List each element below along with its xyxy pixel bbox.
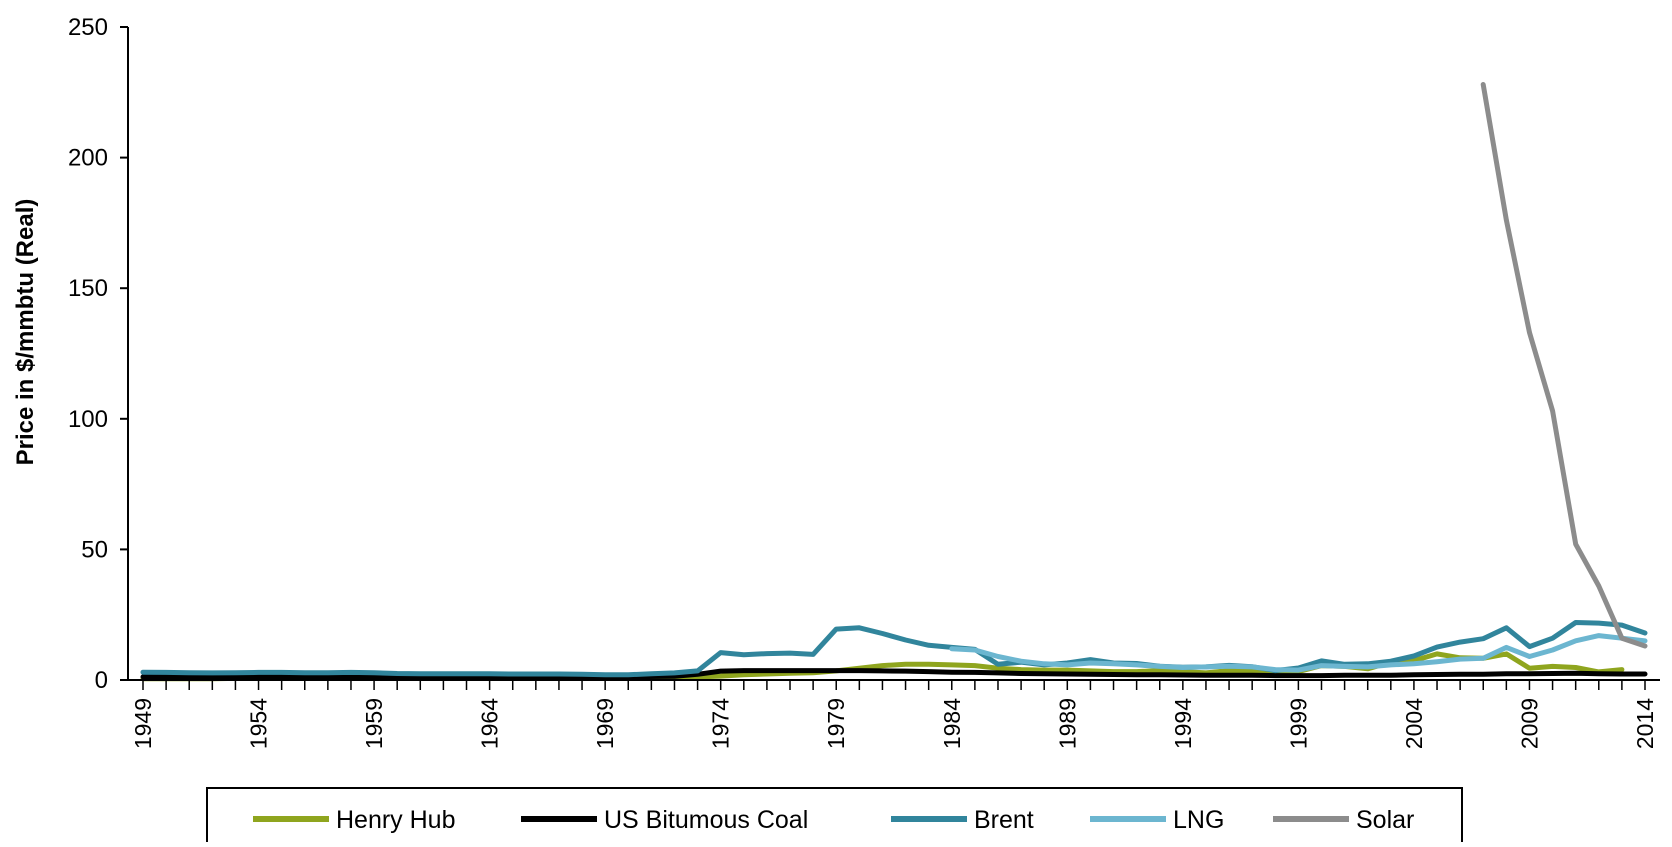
- y-tick-label: 150: [68, 275, 108, 302]
- x-tick-label: 1954: [246, 698, 272, 749]
- y-tick-label: 100: [68, 406, 108, 433]
- series-line-us-bitumous-coal: [140, 668, 1648, 680]
- series-line-brent: [140, 620, 1648, 678]
- x-tick-label: 1999: [1285, 698, 1311, 749]
- y-axis-title: Price in $/mmbtu (Real): [12, 199, 39, 466]
- legend: Henry Hub US Bitumous Coal Brent LNG Solar: [206, 787, 1463, 847]
- y-tick-label: 200: [68, 145, 108, 172]
- series-line-solar: [1480, 82, 1648, 649]
- y-ticks: 0 50 100 150 200 250: [68, 14, 128, 694]
- x-tick-label: 1959: [361, 698, 387, 749]
- x-tick-label: 1949: [130, 698, 156, 749]
- legend-box: [206, 787, 1463, 847]
- axes: [127, 27, 1660, 681]
- x-tick-label: 2004: [1401, 698, 1427, 749]
- legend-label-solar: Solar: [1356, 806, 1414, 834]
- legend-label-us-bitumous-coal: US Bitumous Coal: [604, 806, 808, 834]
- legend-items: Henry Hub US Bitumous Coal Brent LNG Solar: [253, 806, 1414, 834]
- x-ticks: 1949 1954 1959 1964 1969 1974 1979 1984 1989 1994…: [130, 680, 1658, 749]
- legend-label-henry-hub: Henry Hub: [336, 806, 456, 834]
- x-tick-label: 1984: [939, 698, 965, 749]
- x-tick-label: 2014: [1632, 698, 1658, 749]
- x-tick-label: 1989: [1054, 698, 1080, 749]
- y-tick-label: 0: [95, 667, 108, 694]
- x-tick-label: 1979: [823, 698, 849, 749]
- x-tick-label: 1974: [708, 698, 734, 749]
- x-tick-label: 1994: [1170, 698, 1196, 749]
- x-tick-label: 1964: [477, 698, 503, 749]
- y-tick-label: 50: [81, 536, 108, 563]
- x-tick-label: 1969: [592, 698, 618, 749]
- x-tick-label: 2009: [1516, 698, 1542, 749]
- y-tick-label: 250: [68, 14, 108, 41]
- legend-label-lng: LNG: [1173, 806, 1224, 834]
- series-lines: [140, 82, 1648, 682]
- legend-label-brent: Brent: [974, 806, 1034, 834]
- series-line-lng: [949, 633, 1648, 673]
